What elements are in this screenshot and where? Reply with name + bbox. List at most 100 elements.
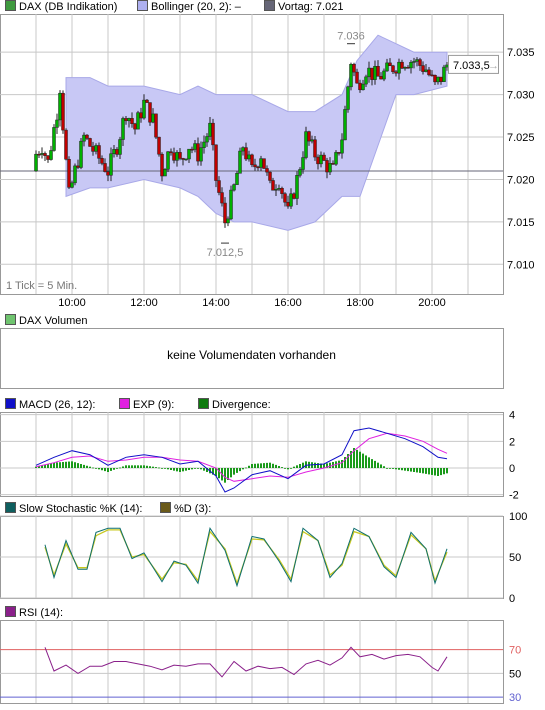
divergence-bar [341,460,343,468]
divergence-bar [200,468,202,470]
candle-body [325,160,329,173]
divergence-bar [80,464,82,468]
divergence-bar [50,463,52,468]
candle-body [142,99,146,119]
divergence-bar [152,466,154,468]
divergence-bar [242,468,244,470]
divergence-bar [350,451,352,468]
candle-body [79,140,83,168]
last-value-label: 7.033,5 [453,60,490,72]
y-tick-label: 2 [509,436,515,448]
candle-body [391,65,395,73]
divergence-bar [212,468,214,475]
candle-body [247,154,251,160]
divergence-bar [230,468,232,478]
candle-body [238,150,242,174]
candle-body [49,150,53,160]
legend-label-vortag: Vortag: 7.021 [278,1,344,13]
candle-body [76,165,80,168]
legend-divergence: Divergence: [198,398,271,412]
legend-label-bollinger: Bollinger (20, 2): – [151,1,241,13]
candle-body [430,74,434,77]
candle-body [85,134,89,139]
candle-body [364,76,368,85]
divergence-bar [83,464,85,468]
divergence-bar [347,454,349,468]
legend-volume: DAX Volumen [5,314,87,328]
divergence-bar [245,467,247,469]
candle-body [367,67,371,78]
divergence-bar [41,465,43,468]
candle-body [190,148,194,151]
legend-swatch-divergence [198,398,209,409]
divergence-bar [446,468,448,474]
legend-vortag: Vortag: 7.021 [264,0,343,14]
divergence-bar [338,460,340,468]
divergence-bar [269,462,271,468]
candle-body [97,145,101,159]
divergence-bar [248,465,250,468]
candle-body [337,152,341,154]
candle-body [370,67,374,80]
legend-exp: EXP (9): [119,398,174,412]
candle-body [178,152,182,159]
y-tick-label: 100 [509,511,527,523]
divergence-bar [266,462,268,468]
candle-body [319,154,323,165]
legend-stoch-d: %D (3): [160,502,211,516]
divergence-bar [215,468,217,476]
legend-swatch-dax [5,0,16,11]
candle-body [433,74,437,83]
divergence-bar [239,468,241,472]
legend-bollinger: Bollinger (20, 2): – [137,0,241,14]
divergence-bar [263,463,265,468]
divergence-bar [224,468,226,483]
divergence-bar [374,460,376,468]
divergence-bar [92,467,94,469]
candle-body [442,66,446,82]
y-tick-label: 7.025 [507,132,535,144]
legend-swatch-volume [5,314,16,325]
divergence-bar [287,468,289,470]
candle-body [136,112,140,130]
divergence-bar [137,465,139,468]
candle-body [250,154,254,166]
candle-body [148,102,152,123]
legend-label-divergence: Divergence: [212,399,271,411]
candle-body [382,70,386,80]
divergence-bar [425,468,427,474]
tick-note: 1 Tick = 5 Min. [6,280,77,292]
y-tick-label: 30 [509,692,521,704]
divergence-bar [71,461,73,468]
candle-body [268,171,272,181]
candle-body [340,139,344,154]
candle-body [427,69,431,76]
candle-body [439,76,443,82]
divergence-bar [191,468,193,470]
candle-body [106,171,110,176]
candle-body [160,153,164,177]
candle-body [253,164,257,168]
candle-body [172,152,176,161]
y-tick-label: 7.035 [507,47,535,59]
divergence-bar [236,468,238,473]
divergence-bar [206,468,208,472]
divergence-bar [431,468,433,475]
divergence-bar [233,468,235,475]
divergence-bar [281,467,283,468]
legend-swatch-stoch-k [5,502,16,513]
candle-body [52,127,56,151]
candle-body [91,146,95,152]
divergence-bar [47,464,49,468]
candle-body [235,173,239,185]
legend-label-stoch-k: Slow Stochastic %K (14): [19,503,143,515]
divergence-bar [197,468,199,469]
candle-body [220,192,224,204]
candle-body [139,112,143,119]
candle-body [352,63,356,73]
stoch-k-line [44,527,448,588]
divergence-bar [314,462,316,468]
candle-body [313,139,317,158]
divergence-bar [176,468,178,472]
